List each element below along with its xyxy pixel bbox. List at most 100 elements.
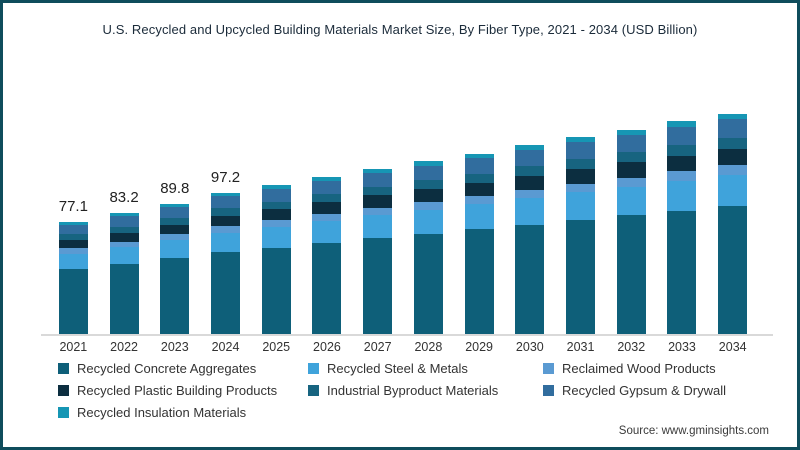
recycled-concrete-aggregates-segment (667, 210, 697, 334)
recycled-insulation-materials-segment (413, 161, 443, 166)
legend-label: Recycled Plastic Building Products (77, 383, 278, 398)
reclaimed-wood-products-segment (413, 201, 443, 210)
recycled-steel-metals-segment (211, 232, 241, 253)
recycled-insulation-materials-segment (109, 213, 139, 217)
bar-column-2030 (504, 63, 555, 334)
reclaimed-wood-products-segment (109, 241, 139, 248)
recycled-insulation-materials-segment (515, 145, 545, 151)
recycled-steel-metals-segment (464, 204, 494, 230)
bar-2029 (464, 153, 494, 334)
reclaimed-wood-products-segment (58, 248, 88, 254)
recycled-steel-metals-segment (616, 186, 646, 216)
total-label-2021: 77.1 (58, 198, 88, 216)
reclaimed-wood-products-segment (363, 207, 393, 215)
recycled-concrete-aggregates-segment (160, 258, 190, 334)
recycled-plastic-building-products-segment (464, 182, 494, 196)
bar-column-2029 (454, 63, 505, 334)
x-tick-2029: 2029 (465, 340, 494, 354)
legend-label: Reclaimed Wood Products (562, 361, 716, 376)
x-tick-2022: 2022 (110, 340, 138, 354)
x-tick-2030: 2030 (515, 340, 544, 354)
bar-column-2031 (555, 63, 606, 334)
recycled-plastic-building-products-segment (515, 175, 545, 190)
legend-item-recycled-steel-metals: Recycled Steel & Metals (308, 361, 543, 376)
recycled-gypsum-drywall-segment (160, 207, 190, 219)
recycled-gypsum-drywall-segment (616, 134, 646, 153)
industrial-byproduct-materials-segment (413, 180, 443, 190)
recycled-steel-metals-segment (413, 209, 443, 234)
recycled-insulation-materials-segment (566, 137, 596, 143)
recycled-insulation-materials-segment (58, 222, 88, 225)
legend-swatch-icon (58, 407, 69, 418)
x-axis-labels: 2021 2022 2023 2024 2025 2026 2027 2028 2029 2030… (48, 340, 758, 354)
bar-2021 (58, 222, 88, 334)
x-tick-2034: 2034 (718, 340, 747, 354)
reclaimed-wood-products-segment (211, 226, 241, 233)
legend-label: Recycled Gypsum & Drywall (562, 383, 726, 398)
recycled-plastic-building-products-segment (109, 232, 139, 242)
recycled-plastic-building-products-segment (718, 148, 748, 166)
legend-swatch-icon (543, 363, 554, 374)
industrial-byproduct-materials-segment (109, 226, 139, 233)
industrial-byproduct-materials-segment (211, 208, 241, 216)
recycled-concrete-aggregates-segment (312, 242, 342, 334)
industrial-byproduct-materials-segment (718, 137, 748, 149)
recycled-insulation-materials-segment (160, 203, 190, 208)
x-tick-2027: 2027 (363, 340, 392, 354)
reclaimed-wood-products-segment (312, 213, 342, 222)
industrial-byproduct-materials-segment (464, 173, 494, 183)
x-tick-2025: 2025 (262, 340, 291, 354)
reclaimed-wood-products-segment (616, 177, 646, 187)
legend-swatch-icon (543, 385, 554, 396)
bar-column-2022: 83.2 (99, 63, 150, 334)
total-label-2024: 97.2 (210, 168, 241, 186)
legend-swatch-icon (58, 363, 69, 374)
bar-2023 (160, 203, 190, 334)
bar-2031 (566, 137, 596, 334)
recycled-plastic-building-products-segment (363, 195, 393, 208)
recycled-steel-metals-segment (566, 192, 596, 221)
recycled-plastic-building-products-segment (58, 240, 88, 249)
industrial-byproduct-materials-segment (363, 186, 393, 196)
bar-2028 (413, 161, 443, 334)
legend-swatch-icon (308, 363, 319, 374)
recycled-plastic-building-products-segment (667, 155, 697, 172)
bar-2024 (211, 192, 241, 334)
bar-column-2026 (302, 63, 353, 334)
recycled-insulation-materials-segment (718, 113, 748, 120)
recycled-gypsum-drywall-segment (109, 216, 139, 227)
recycled-insulation-materials-segment (211, 192, 241, 197)
x-tick-2024: 2024 (211, 340, 240, 354)
recycled-concrete-aggregates-segment (464, 229, 494, 334)
recycled-insulation-materials-segment (667, 121, 697, 127)
bar-2025 (261, 185, 291, 334)
recycled-gypsum-drywall-segment (211, 196, 241, 209)
recycled-gypsum-drywall-segment (58, 224, 88, 235)
recycled-concrete-aggregates-segment (58, 269, 88, 334)
recycled-gypsum-drywall-segment (261, 189, 291, 202)
bar-2026 (312, 177, 342, 334)
legend: Recycled Concrete Aggregates Recycled Ste… (58, 361, 726, 420)
x-tick-2028: 2028 (414, 340, 443, 354)
total-label-2022: 83.2 (109, 189, 139, 207)
recycled-concrete-aggregates-segment (109, 263, 139, 334)
recycled-gypsum-drywall-segment (413, 165, 443, 181)
bar-2027 (363, 168, 393, 334)
recycled-steel-metals-segment (718, 175, 748, 207)
industrial-byproduct-materials-segment (312, 194, 342, 203)
recycled-gypsum-drywall-segment (718, 119, 748, 138)
recycled-plastic-building-products-segment (160, 224, 190, 235)
recycled-concrete-aggregates-segment (718, 206, 748, 334)
legend-item-recycled-plastic-building-products: Recycled Plastic Building Products (58, 383, 308, 398)
legend-item-recycled-concrete-aggregates: Recycled Concrete Aggregates (58, 361, 308, 376)
recycled-plastic-building-products-segment (566, 168, 596, 184)
bar-column-2023: 89.8 (149, 63, 200, 334)
legend-item-recycled-insulation-materials: Recycled Insulation Materials (58, 405, 308, 420)
recycled-plastic-building-products-segment (616, 162, 646, 178)
recycled-steel-metals-segment (261, 226, 291, 248)
recycled-gypsum-drywall-segment (667, 126, 697, 145)
industrial-byproduct-materials-segment (58, 234, 88, 241)
legend-label: Recycled Insulation Materials (77, 405, 247, 420)
legend-label: Recycled Concrete Aggregates (77, 361, 257, 376)
x-axis-line (41, 334, 773, 336)
